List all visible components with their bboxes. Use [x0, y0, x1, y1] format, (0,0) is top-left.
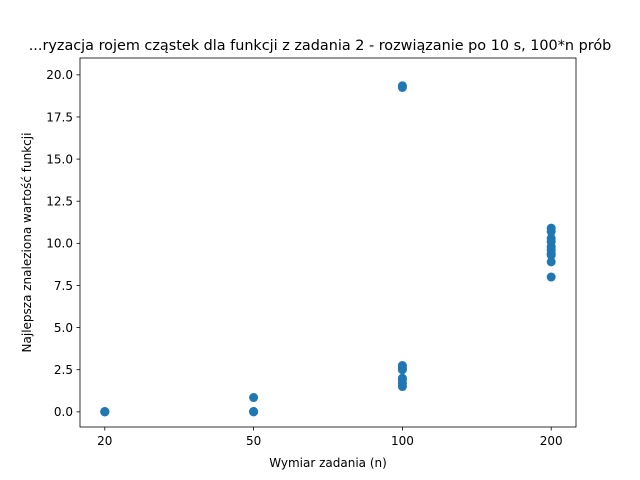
y-tick-label: 2.5	[54, 363, 73, 377]
y-tick-label: 7.5	[54, 279, 73, 293]
x-tick-label: 20	[97, 434, 112, 448]
axes-frame	[79, 57, 577, 428]
x-tick-label: 200	[540, 434, 563, 448]
data-point	[249, 393, 259, 403]
data-point	[546, 227, 556, 237]
y-tick-label: 0.0	[54, 405, 73, 419]
chart-title: ...ryzacja rojem cząstek dla funkcji z z…	[29, 38, 612, 54]
data-point	[546, 250, 556, 260]
y-tick-label: 10.0	[46, 237, 73, 251]
data-point	[397, 82, 407, 92]
data-point	[100, 407, 110, 417]
data-point	[397, 382, 407, 392]
x-axis-ticks: 20 50 100 200	[97, 427, 563, 448]
y-tick-label: 17.5	[46, 110, 73, 124]
data-point	[546, 272, 556, 282]
data-point	[546, 257, 556, 267]
y-tick-label: 20.0	[46, 68, 73, 82]
y-tick-label: 15.0	[46, 152, 73, 166]
y-tick-label: 5.0	[54, 321, 73, 335]
x-tick-label: 100	[391, 434, 414, 448]
y-tick-label: 12.5	[46, 195, 73, 209]
data-points	[100, 81, 556, 417]
x-tick-label: 50	[246, 434, 261, 448]
data-point	[249, 407, 259, 417]
y-axis-label: Najlepsza znaleziona wartość funkcji	[20, 133, 34, 353]
y-axis-ticks: 0.0 2.5 5.0 7.5 10.0 12.5 15.0 17.5 20.0	[46, 68, 80, 419]
data-point	[397, 365, 407, 375]
plot-area: 20 50 100 200 0.0 2.5 5.0 7.5 10.0 12.5 15.0 17.5 2…	[46, 57, 577, 448]
x-axis-label: Wymiar zadania (n)	[269, 456, 387, 470]
